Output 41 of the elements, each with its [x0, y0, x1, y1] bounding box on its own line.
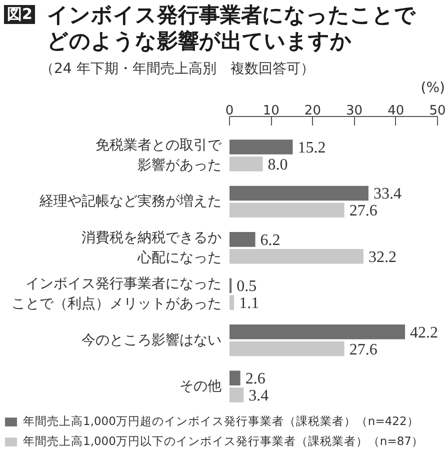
caption: 図2 — [4, 5, 36, 24]
bar — [230, 186, 368, 201]
y-tick-label: 今のところ影響はない — [82, 332, 222, 348]
y-tick-label: 消費税を納税できるか心配になった — [82, 230, 222, 266]
bar — [230, 388, 244, 402]
bar — [230, 324, 406, 340]
bar — [230, 295, 234, 310]
bar — [230, 202, 344, 218]
data-label: 2.6 — [245, 370, 266, 388]
y-tick-label: 免税業者との取引で影響があった — [96, 138, 222, 174]
data-label: 27.6 — [349, 202, 378, 220]
y-tick-label: インボイス発行事業者になったことで（利点）メリットがあった — [12, 276, 222, 312]
y-tick-label: 経理や記帳など実務が増えた — [38, 192, 222, 210]
x-tick-label: 20 — [304, 104, 321, 118]
data-label: 1.1 — [239, 295, 260, 312]
chart-title: インボイス発行事業者になったことでどのような影響が出ていますか — [47, 2, 416, 54]
data-label: 8.0 — [268, 156, 288, 174]
bar — [230, 370, 240, 386]
bar — [230, 140, 293, 154]
x-tick-label: 0 — [225, 104, 234, 118]
bar — [230, 156, 263, 172]
bar — [230, 341, 344, 356]
x-tick-label: 10 — [262, 104, 280, 118]
data-label: 42.2 — [410, 324, 438, 342]
x-tick-label: 40 — [388, 104, 404, 118]
y-tick-label: その他 — [180, 378, 222, 394]
data-label: 3.4 — [248, 387, 269, 404]
data-label: 27.6 — [349, 341, 378, 358]
data-label: 6.2 — [260, 232, 280, 249]
bar — [230, 248, 364, 264]
data-label: 0.5 — [236, 278, 257, 296]
data-label: 15.2 — [298, 140, 326, 157]
data-label: 32.2 — [368, 248, 396, 266]
bar — [230, 232, 256, 247]
x-tick-label: 30 — [346, 104, 363, 118]
legend-label: 年間売上高1,000万円以下のインボイス発行事業者（課税業者）（n=87） — [23, 433, 424, 449]
x-axis-title: (%) — [420, 80, 445, 97]
data-label: 33.4 — [373, 186, 402, 203]
x-tick-label: 50 — [429, 104, 446, 118]
legend-label: 年間売上高1,000万円超のインボイス発行事業者（課税業者）（n=422） — [23, 413, 419, 429]
chart-subtitle: （24 年下期・年間売上高別 複数回答可） — [40, 61, 314, 78]
